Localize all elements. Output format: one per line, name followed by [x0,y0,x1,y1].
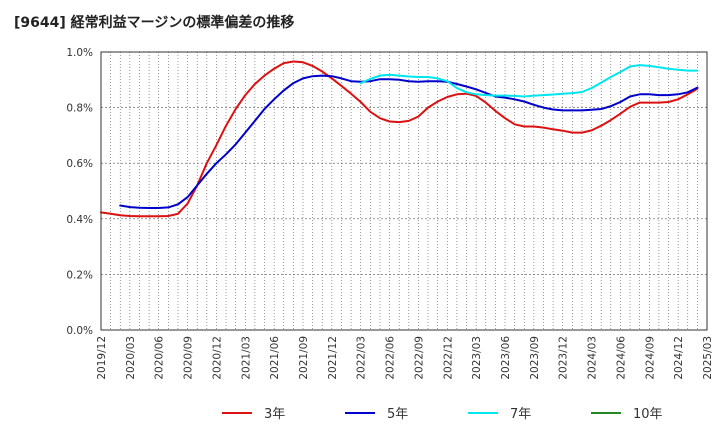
plot-frame [100,51,708,331]
x-tick-label: 2023/03 [471,336,483,380]
y-axis-ticks: 0.0% 0.2% 0.4% 0.6% 0.8% 1.0% [66,47,93,337]
x-tick-label: 2021/12 [327,336,339,380]
x-tick-label: 2020/03 [125,336,137,380]
x-tick-label: 2024/03 [587,336,599,380]
legend-label: 3年 [264,407,285,422]
legend-label: 7年 [510,407,531,422]
series-line-7年 [359,64,699,98]
x-tick-label: 2024/12 [673,336,685,380]
x-tick-label: 2020/06 [154,336,166,380]
series-line-5年 [119,74,699,209]
grid [101,52,707,330]
y-tick-label: 0.2% [66,269,93,281]
chart-title: [9644] 経常利益マージンの標準偏差の推移 [14,15,295,31]
legend-label: 5年 [387,407,408,422]
x-tick-label: 2022/12 [442,336,454,380]
legend-label: 10年 [633,407,663,422]
x-tick-label: 2024/06 [615,336,627,380]
x-tick-label: 2022/03 [356,336,368,380]
y-tick-label: 0.4% [66,214,93,226]
x-tick-label: 2021/03 [240,336,252,380]
x-tick-label: 2022/06 [385,336,397,380]
y-tick-label: 0.0% [66,325,93,337]
series-line-3年 [100,60,699,218]
x-tick-label: 2023/06 [500,336,512,380]
series-lines [100,60,699,218]
x-tick-label: 2023/09 [529,336,541,380]
x-tick-label: 2020/09 [183,336,195,380]
x-tick-label: 2020/12 [211,336,223,380]
y-tick-label: 0.8% [66,103,93,115]
x-axis-ticks: 2019/12 2020/03 2020/06 2020/09 2020/12 2021/… [96,336,714,380]
x-tick-label: 2021/06 [269,336,281,380]
y-tick-label: 1.0% [66,47,93,59]
legend: 3年 5年 7年 10年 [222,407,663,422]
x-tick-label: 2019/12 [96,336,108,380]
x-tick-label: 2022/09 [413,336,425,380]
x-tick-label: 2023/12 [558,336,570,380]
y-tick-label: 0.6% [66,158,93,170]
x-tick-label: 2024/09 [644,336,656,380]
x-tick-label: 2025/03 [702,336,714,380]
x-tick-label: 2021/09 [298,336,310,380]
